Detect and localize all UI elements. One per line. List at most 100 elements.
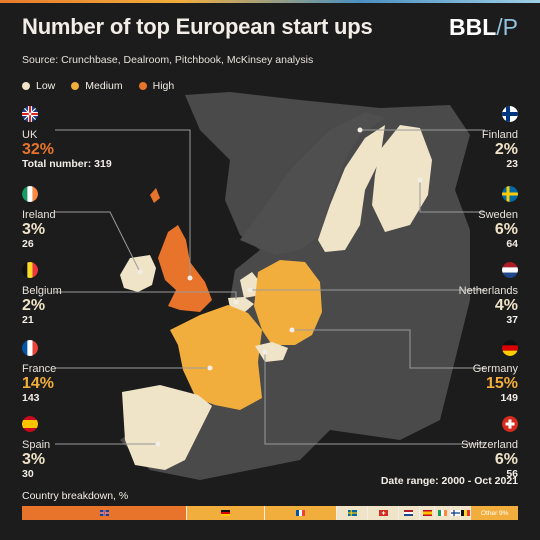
country-percent: 6% [494, 451, 518, 468]
belgium-mini-flag-icon [461, 510, 471, 516]
country-card-sweden: Sweden 6% 64 [478, 186, 518, 250]
germany-flag-icon [502, 340, 518, 356]
leader-lines [55, 129, 485, 445]
country-card-france: France 14% 143 [22, 340, 56, 404]
leader-uk [55, 129, 191, 278]
leader-ireland [55, 211, 141, 273]
country-card-spain: Spain 3% 30 [22, 416, 50, 480]
country-name: Finland [481, 129, 518, 141]
country-finland [372, 125, 432, 232]
leader-germany [292, 329, 485, 369]
country-percent: 2% [494, 141, 518, 158]
country-netherlands [240, 272, 260, 298]
country-count: 64 [506, 238, 518, 250]
date-range: Date range: 2000 - Oct 2021 [380, 475, 518, 487]
finland-mini-flag-icon [450, 510, 460, 516]
leader-switzerland [264, 352, 485, 445]
dot-spain [155, 441, 161, 447]
country-count: 56 [506, 468, 518, 480]
country-name: Ireland [22, 209, 56, 221]
country-percent: 2% [22, 297, 46, 314]
breakdown-segment-ireland [435, 506, 451, 520]
country-norway [240, 112, 385, 255]
country-switzerland [255, 342, 288, 362]
netherlands-flag-icon [502, 262, 518, 278]
spain-flag-icon [22, 416, 38, 432]
dot-netherlands [247, 287, 253, 293]
leader-belgium [55, 291, 237, 302]
country-percent: 14% [22, 375, 55, 392]
france-mini-flag-icon [295, 510, 305, 516]
country-card-germany: Germany 15% 149 [473, 340, 518, 404]
breakdown-segment-sweden [337, 506, 369, 520]
country-name: France [22, 363, 57, 375]
breakdown-segment-uk [22, 506, 188, 520]
country-card-netherlands: Netherlands 4% 37 [459, 262, 518, 326]
top-accent-bar [0, 0, 540, 3]
country-percent: 15% [485, 375, 518, 392]
dot-sweden [417, 177, 423, 183]
page-title: Number of top European start ups [22, 14, 373, 39]
country-france [170, 305, 262, 410]
legend-item-low: Low [22, 80, 55, 92]
dot-france [207, 365, 213, 371]
country-spain [122, 385, 212, 470]
country-name: Netherlands [458, 285, 518, 297]
source-note: Source: Crunchbase, Dealroom, Pitchbook,… [22, 54, 314, 66]
country-percent: 3% [22, 221, 46, 238]
country-card-switzerland: Switzerland 6% 56 [461, 416, 518, 480]
country-name: Switzerland [461, 439, 518, 451]
country-card-ireland: Ireland 3% 26 [22, 186, 56, 250]
breakdown-segment-germany [187, 506, 265, 520]
uk-mini-flag-icon [99, 510, 109, 516]
legend-item-high: High [138, 80, 174, 92]
country-name: Spain [22, 439, 51, 451]
finland-flag-icon [502, 106, 518, 122]
country-card-uk: UK 32% Total number: 319 [22, 106, 112, 170]
dot-switzerland [262, 349, 268, 355]
germany-mini-flag-icon [221, 510, 231, 516]
ireland-mini-flag-icon [438, 510, 448, 516]
country-count: 30 [22, 468, 34, 480]
breakdown-other-label: Other 9% [480, 509, 509, 517]
country-count: 23 [506, 158, 518, 170]
country-breakdown-bar: Other 9% [22, 506, 518, 520]
breakdown-label: Country breakdown, % [22, 490, 129, 502]
total-number: Total number: 319 [22, 158, 112, 170]
sweden-mini-flag-icon [347, 510, 357, 516]
country-card-belgium: Belgium 2% 21 [22, 262, 62, 326]
country-count: 149 [500, 392, 518, 404]
legend-item-medium: Medium [71, 80, 123, 92]
country-percent: 4% [494, 297, 518, 314]
breakdown-segment-other: Other 9% [471, 506, 518, 520]
uk-flag-icon [22, 106, 38, 122]
breakdown-segment-belgium [461, 506, 472, 520]
country-count: 37 [506, 314, 518, 326]
breakdown-segment-france [264, 506, 338, 520]
country-name: UK [22, 129, 38, 141]
dot-finland [357, 127, 363, 133]
belgium-flag-icon [22, 262, 38, 278]
dot-germany [289, 327, 295, 333]
country-card-finland: Finland 2% 23 [482, 106, 518, 170]
country-percent: 32% [22, 141, 55, 158]
breakdown-segment-finland [450, 506, 462, 520]
france-flag-icon [22, 340, 38, 356]
country-germany [254, 260, 322, 345]
country-percent: 6% [494, 221, 518, 238]
country-name: Germany [472, 363, 518, 375]
dot-belgium [233, 299, 239, 305]
ireland-flag-icon [22, 186, 38, 202]
switzerland-flag-icon [502, 416, 518, 432]
country-count: 26 [22, 238, 34, 250]
dot-ireland [137, 269, 143, 275]
netherlands-mini-flag-icon [404, 510, 414, 516]
dot-uk [187, 275, 193, 281]
leader-dots [137, 127, 423, 447]
breakdown-segment-switzerland [368, 506, 400, 520]
breakdown-segment-netherlands [399, 506, 420, 520]
switzerland-mini-flag-icon [378, 510, 388, 516]
leader-sweden [419, 180, 485, 213]
country-count: 143 [22, 392, 40, 404]
